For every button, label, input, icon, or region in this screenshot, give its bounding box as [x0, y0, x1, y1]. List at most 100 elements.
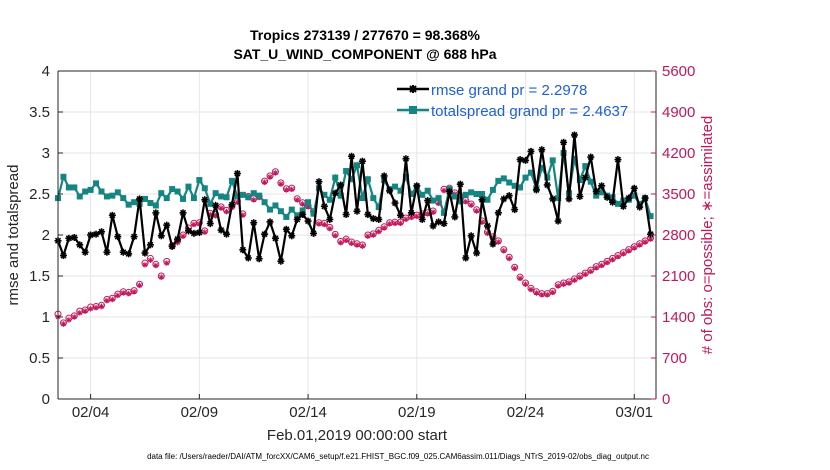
rmse-point-stroke: [517, 156, 524, 163]
rmse-point-stroke: [506, 192, 513, 199]
rmse-point-stroke: [549, 195, 556, 202]
rmse-point: [522, 156, 530, 164]
rmse-point-stroke: [125, 250, 132, 257]
rmse-point-stroke: [201, 196, 208, 203]
totalspread-point: [538, 164, 545, 171]
rmse-point: [125, 250, 133, 258]
rmse-point: [195, 229, 203, 237]
rmse-point-stroke: [636, 204, 643, 211]
x-tick-label: 02/24: [507, 404, 545, 421]
rmse-point-stroke: [424, 197, 431, 204]
rmse-point-stroke: [288, 232, 295, 239]
totalspread-point: [76, 193, 83, 200]
y-right-tick-label: 4900: [662, 104, 695, 121]
rmse-point-stroke: [560, 139, 567, 146]
right-axis-ticks: 0 700 1400 2100 2800 3500 4200 4900 5600: [651, 63, 695, 408]
rmse-point-stroke: [332, 190, 339, 197]
rmse-point-stroke: [430, 222, 437, 230]
obs-possible-marker: [565, 278, 573, 286]
totalspread-point: [408, 191, 415, 197]
rmse-point: [500, 195, 508, 203]
obs-possible-marker: [157, 272, 165, 280]
rmse-point-stroke: [538, 146, 545, 153]
rmse-point: [299, 211, 307, 218]
rmse-point-stroke: [141, 249, 149, 257]
rmse-point-stroke: [294, 216, 301, 223]
y-right-tick-label: 5600: [662, 63, 695, 80]
rmse-point-stroke: [310, 230, 317, 237]
rmse-point: [174, 235, 182, 243]
rmse-point-stroke: [527, 148, 535, 155]
totalspread-point: [364, 176, 371, 183]
rmse-point-stroke: [647, 231, 654, 238]
rmse-point-stroke: [261, 231, 268, 238]
totalspread-point: [261, 199, 268, 206]
rmse-point: [413, 182, 421, 190]
totalspread-point: [103, 193, 110, 200]
y-tick-label: 1.5: [29, 268, 50, 285]
rmse-point: [146, 241, 154, 249]
rmse-point: [380, 172, 388, 180]
rmse-point: [136, 195, 144, 203]
obs-possible-marker: [130, 287, 138, 295]
totalspread-point: [131, 199, 138, 206]
rmse-point-stroke: [386, 187, 393, 194]
rmse-point-stroke: [136, 195, 143, 202]
totalspread-point: [141, 195, 148, 202]
rmse-point: [402, 155, 410, 163]
obs-possible-marker: [614, 252, 622, 259]
y-tick-label: 2.5: [29, 186, 50, 203]
rmse-point-stroke: [571, 131, 578, 139]
y-right-tick-label: 0: [662, 391, 670, 408]
totalspread-point: [337, 192, 344, 199]
totalspread-point: [87, 186, 94, 193]
rmse-point: [407, 209, 415, 217]
obs-possible-marker: [500, 246, 508, 254]
rmse-point-stroke: [87, 231, 94, 239]
rmse-point-stroke: [207, 220, 214, 227]
rmse-point-stroke: [413, 182, 420, 189]
rmse-point: [641, 194, 649, 202]
rmse-point: [250, 219, 258, 227]
rmse-point: [163, 221, 171, 229]
obs-possible-marker: [97, 301, 105, 309]
rmse-point-stroke: [283, 226, 290, 233]
rmse-point-stroke: [457, 181, 464, 188]
rmse-point-stroke: [185, 227, 192, 234]
rmse-point: [511, 206, 519, 214]
totalspread-point: [397, 187, 404, 194]
rmse-point-stroke: [256, 255, 263, 262]
rmse-point-stroke: [120, 249, 127, 256]
rmse-point: [435, 218, 443, 226]
totalspread-point: [245, 194, 252, 201]
chart-subtitle: SAT_U_WIND_COMPONENT @ 688 hPa: [233, 46, 496, 62]
obs-possible-marker: [320, 219, 328, 227]
obs-possible-marker: [380, 223, 388, 231]
rmse-point-stroke: [462, 254, 469, 262]
totalspread-point: [587, 178, 594, 185]
rmse-point: [277, 257, 285, 265]
obs-possible-marker: [223, 206, 231, 214]
rmse-point: [239, 246, 247, 254]
rmse-point: [130, 233, 138, 241]
rmse-point: [445, 188, 453, 196]
obs-possible-marker: [527, 284, 535, 292]
y-tick-label: 0.5: [29, 350, 50, 367]
rmse-point-stroke: [565, 195, 573, 202]
y-tick-label: 0: [42, 391, 50, 408]
rmse-point: [581, 174, 589, 182]
rmse-point-stroke: [364, 211, 371, 218]
rmse-point: [516, 156, 524, 164]
rmse-point-stroke: [179, 209, 187, 216]
totalspread-point: [218, 193, 225, 200]
rmse-point: [549, 195, 557, 203]
totalspread-point: [228, 177, 235, 184]
totalspread-point: [359, 195, 366, 202]
rmse-point-stroke: [587, 154, 594, 161]
totalspread-point: [207, 200, 214, 207]
rmse-point: [489, 240, 497, 248]
obs-possible-marker: [146, 254, 154, 262]
totalspread-point: [582, 163, 589, 170]
rmse-point-stroke: [65, 235, 72, 242]
rmse-point: [592, 188, 600, 196]
